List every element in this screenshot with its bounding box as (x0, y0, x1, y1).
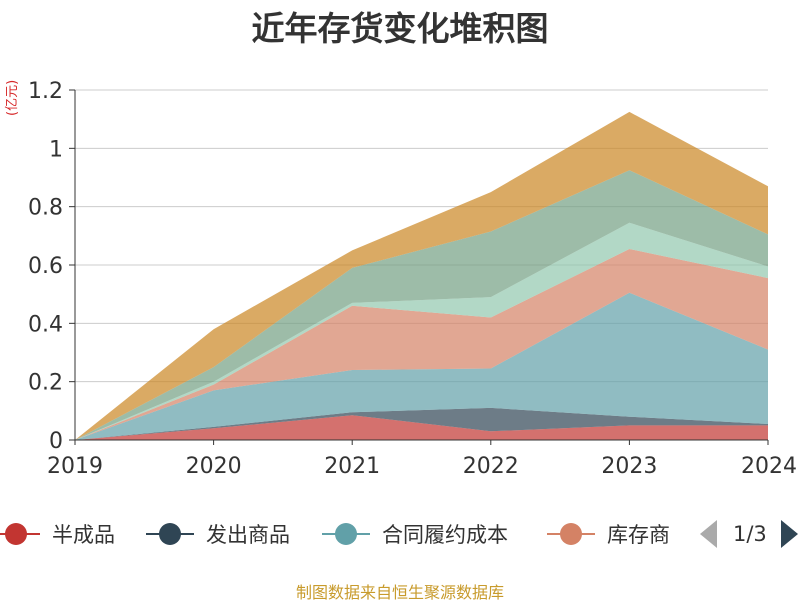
area-series-1 (75, 407, 768, 440)
chart-title: 近年存货变化堆积图 (251, 9, 549, 48)
y-tick-labels: 0 0.2 0.4 0.6 0.8 1 1.2 (28, 79, 63, 454)
y-tick-label: 0 (49, 429, 63, 454)
x-tick-label: 2020 (186, 454, 242, 479)
stacked-area-chart: 00.20.40.60.811.2 2019 2020 2021 2022 2023 20… (28, 79, 797, 479)
area-series-2 (75, 292, 768, 440)
legend-page-info: 1/3 (733, 522, 767, 546)
x-tick-label: 2019 (47, 454, 103, 479)
area-series-3 (75, 249, 768, 440)
y-tick-label: 0.4 (28, 312, 63, 337)
legend-label: 库存商 (607, 523, 670, 547)
legend-marker-icon (146, 514, 194, 554)
legend-label: 发出商品 (206, 523, 290, 547)
legend-label: 半成品 (52, 523, 115, 547)
x-tick-labels: 2019 2020 2021 2022 2023 2024 (47, 454, 797, 479)
legend-item[interactable]: 库存商 (547, 514, 670, 554)
legend-next-page-icon[interactable] (780, 520, 798, 548)
legend-marker-icon (547, 514, 595, 554)
area-series (75, 111, 768, 441)
legend-pager: 1/3 (700, 514, 798, 554)
y-tick-label: 1.2 (28, 79, 63, 104)
y-tick-label: 0.2 (28, 371, 63, 396)
y-tick-label: 0.8 (28, 196, 63, 221)
legend-prev-page-icon[interactable] (700, 520, 717, 548)
y-tick-label: 0.6 (28, 254, 63, 279)
axes (69, 89, 769, 445)
x-tick-label: 2021 (324, 454, 380, 479)
legend-label: 合同履约成本 (382, 523, 508, 547)
area-series-0 (75, 415, 768, 440)
x-tick-label: 2024 (741, 454, 797, 479)
legend-item[interactable]: 半成品 (0, 514, 115, 554)
area-series-5 (75, 170, 768, 440)
y-tick-label: 1 (49, 137, 63, 162)
x-tick-label: 2022 (463, 454, 519, 479)
legend: 半成品 发出商品 合同履约成本 库存商 1/3 (0, 514, 800, 554)
legend-item[interactable]: 合同履约成本 (322, 514, 508, 554)
data-source-note: 制图数据来自恒生聚源数据库 (295, 583, 504, 602)
x-tick-label: 2023 (601, 454, 657, 479)
legend-marker-icon (0, 514, 40, 554)
legend-items: 半成品 发出商品 合同履约成本 库存商 (0, 514, 685, 554)
legend-item[interactable]: 发出商品 (146, 514, 290, 554)
legend-marker-icon (322, 514, 370, 554)
